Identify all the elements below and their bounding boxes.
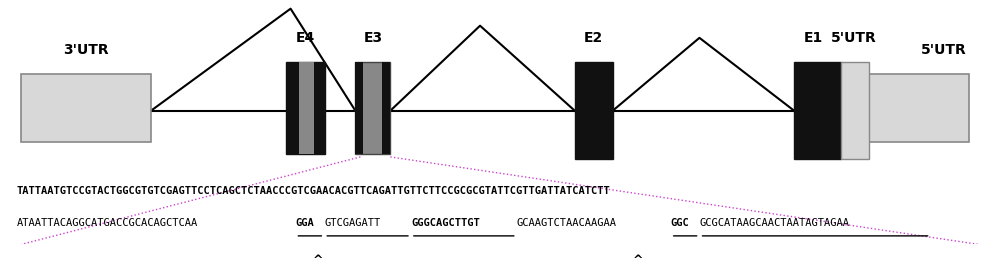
FancyBboxPatch shape [575,62,613,159]
Text: E1: E1 [803,31,823,45]
Text: GTCGAGATT: GTCGAGATT [324,218,381,227]
Text: 5'UTR: 5'UTR [831,31,877,45]
FancyBboxPatch shape [299,62,314,155]
Text: 3'UTR: 3'UTR [63,43,109,57]
Text: 5'UTR: 5'UTR [921,43,967,57]
FancyBboxPatch shape [869,74,969,142]
Text: GGA: GGA [295,218,314,227]
FancyBboxPatch shape [355,62,390,155]
Text: E3: E3 [363,31,382,45]
Text: GCAAGTCTAACAAGAA: GCAAGTCTAACAAGAA [517,218,617,227]
Text: GGC: GGC [671,218,689,227]
Text: E2: E2 [584,31,603,45]
Text: GGGCAGCTTGT: GGGCAGCTTGT [411,218,480,227]
Text: ^: ^ [312,254,323,267]
FancyBboxPatch shape [355,62,363,155]
FancyBboxPatch shape [286,62,325,155]
Text: GCGCATAAGCAACTAATAGTAGAA: GCGCATAAGCAACTAATAGTAGAA [700,218,850,227]
FancyBboxPatch shape [841,62,869,159]
Text: E4: E4 [296,31,315,45]
FancyBboxPatch shape [21,74,151,142]
Text: TATTAATGTCCGTACTGGCGTGTCGAGTTCCTCAGCTCTAACCCGTCGAACACGTTCAGATTGTTCTTCCGCGCGTATTC: TATTAATGTCCGTACTGGCGTGTCGAGTTCCTCAGCTCTA… [16,186,610,196]
Text: ATAATTACAGGCATGACCGCACAGCTCAA: ATAATTACAGGCATGACCGCACAGCTCAA [16,218,198,227]
FancyBboxPatch shape [382,62,390,155]
Text: ^: ^ [632,254,643,267]
FancyBboxPatch shape [794,62,841,159]
